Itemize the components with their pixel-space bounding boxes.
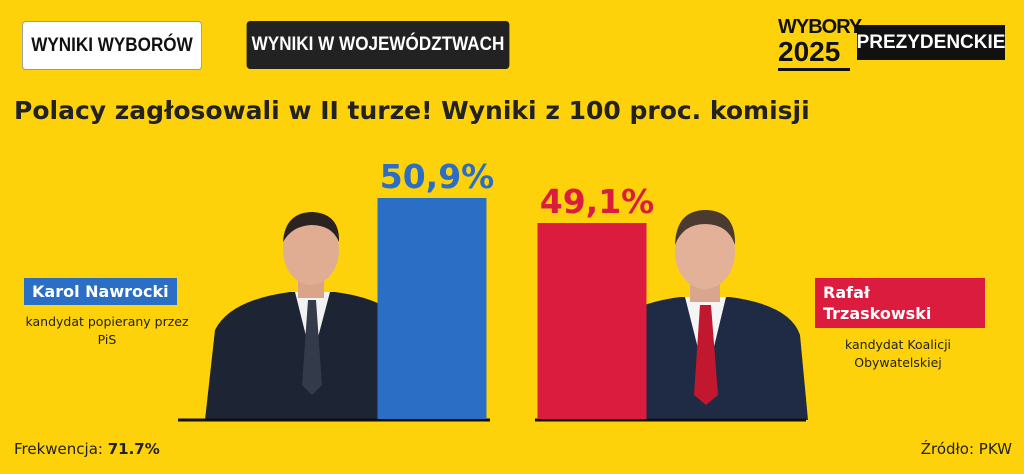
chart-title: Polacy zagłosowali w II turze! Wyniki z … bbox=[14, 96, 810, 125]
candidate-name: Rafał Trzaskowski bbox=[815, 278, 985, 328]
tab[interactable]: WYNIKI W WOJEWÓDZTWACH bbox=[246, 21, 510, 69]
turnout-label: Frekwencja: bbox=[14, 440, 103, 458]
tab[interactable]: WYNIKI WYBORÓW bbox=[22, 21, 202, 70]
source: Źródło: PKW bbox=[920, 440, 1012, 458]
turnout-value: 71.7% bbox=[107, 440, 160, 458]
turnout: Frekwencja: 71.7% bbox=[14, 440, 160, 458]
value-label: 49,1% bbox=[540, 182, 655, 221]
logo-top: WYBORY bbox=[778, 16, 862, 38]
bar bbox=[537, 223, 647, 419]
candidate-description: kandydat Koalicji Obywatelskiej bbox=[844, 337, 952, 370]
photo bbox=[600, 210, 808, 420]
logo-year: 2025 bbox=[778, 36, 850, 71]
bar bbox=[377, 197, 487, 419]
value-label: 50,9% bbox=[380, 157, 495, 196]
candidate-name: Karol Nawrocki bbox=[24, 278, 177, 305]
logo-badge: PREZYDENCKIE bbox=[857, 25, 1005, 60]
candidate-description: kandydat popierany przez PiS bbox=[25, 314, 189, 347]
photo bbox=[205, 212, 415, 420]
